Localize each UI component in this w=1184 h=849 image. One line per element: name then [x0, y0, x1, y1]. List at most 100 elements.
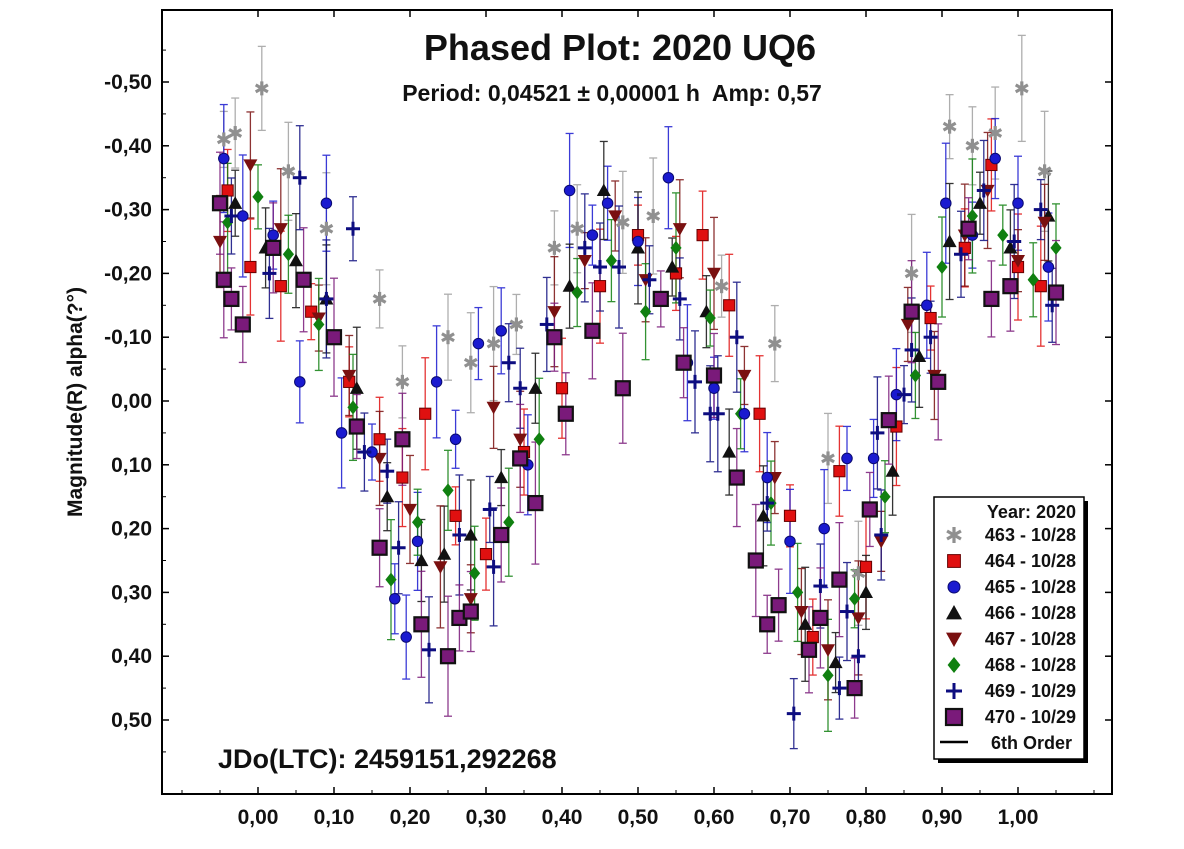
data-point: [412, 515, 424, 530]
data-point: [960, 220, 977, 237]
legend-marker: [946, 632, 962, 647]
asterisk-stroke: [570, 223, 585, 234]
data-point: [988, 126, 1003, 141]
data-point: [262, 266, 277, 281]
data-point: [430, 376, 443, 388]
data-point: [252, 189, 264, 204]
data-point: [503, 515, 515, 530]
data-point: [528, 381, 543, 394]
data-point: [696, 229, 709, 242]
data-point: [1002, 278, 1019, 295]
data-point: [282, 247, 294, 262]
legend-entry-label: 470 - 10/29: [985, 707, 1076, 727]
data-point: [512, 450, 529, 467]
y-tick-label: -0,20: [104, 262, 152, 285]
data-point: [940, 197, 952, 209]
asterisk-stroke: [942, 121, 957, 132]
asterisk-stroke: [767, 338, 782, 349]
data-point: [221, 184, 234, 197]
data-point: [612, 260, 626, 275]
data-point: [216, 132, 231, 147]
data-point: [761, 471, 773, 484]
data-point: [218, 152, 230, 165]
data-point: [395, 374, 410, 389]
data-point: [688, 374, 702, 389]
data-point: [1042, 261, 1055, 273]
data-point: [213, 235, 227, 249]
data-point: [615, 215, 630, 230]
asterisk-stroke: [547, 242, 562, 253]
data-point: [756, 508, 771, 522]
data-point: [422, 642, 436, 657]
data-point: [851, 612, 866, 625]
data-point: [244, 260, 257, 274]
data-point: [357, 445, 372, 460]
data-point: [707, 267, 721, 281]
data-point: [577, 255, 592, 268]
data-point: [513, 381, 528, 396]
data-point: [563, 184, 576, 197]
epoch-annotation: JDo(LTC): 2459151,292268: [218, 744, 557, 774]
x-tick-label: 0,00: [238, 806, 279, 829]
data-point: [319, 291, 334, 306]
data-point: [708, 382, 720, 394]
data-point: [441, 330, 455, 345]
data-point: [273, 223, 288, 236]
data-point: [966, 208, 978, 223]
data-point: [1014, 81, 1029, 96]
data-point: [904, 266, 919, 281]
data-point: [462, 603, 479, 620]
data-point: [335, 427, 348, 439]
data-point: [274, 280, 287, 293]
data-point: [792, 585, 804, 600]
data-point: [482, 502, 497, 517]
legend-marker: [947, 554, 961, 568]
data-point: [930, 373, 947, 390]
data-point: [646, 208, 661, 223]
data-point: [1011, 255, 1025, 268]
y-axis-label: Magnitude(R) alpha(?°): [64, 287, 87, 517]
data-point: [342, 369, 357, 383]
data-point: [870, 425, 885, 440]
data-point: [562, 279, 577, 292]
data-point: [557, 405, 574, 422]
y-tick-label: -0,40: [104, 135, 152, 158]
x-tick-label: 0,20: [390, 806, 431, 829]
data-point: [614, 380, 631, 397]
data-point: [452, 527, 467, 542]
data-point: [813, 579, 828, 594]
data-point: [449, 509, 462, 522]
x-tick-label: 0,70: [770, 806, 811, 829]
asterisk-stroke: [254, 83, 269, 94]
data-point: [396, 471, 409, 484]
data-point: [821, 644, 835, 657]
data-point: [851, 649, 866, 664]
data-point: [954, 247, 968, 262]
data-point: [632, 235, 644, 248]
data-point: [675, 354, 692, 371]
data-point: [665, 260, 680, 273]
asterisk-stroke: [216, 134, 231, 145]
x-tick-label: 0,90: [922, 806, 963, 829]
data-point: [662, 171, 675, 184]
legend-marker: [946, 527, 962, 543]
data-point: [380, 489, 395, 503]
data-point: [874, 527, 889, 542]
asterisk-stroke: [946, 529, 962, 541]
y-tick-label: 0,30: [111, 581, 152, 604]
data-point: [608, 210, 623, 223]
data-point: [800, 641, 818, 658]
data-point: [710, 406, 725, 421]
y-tick-label: 0,10: [111, 454, 152, 477]
y-tick-label: 0,20: [111, 518, 152, 541]
data-point: [403, 503, 417, 517]
data-point: [831, 571, 848, 588]
data-point: [784, 535, 796, 548]
data-point: [770, 597, 787, 614]
data-point: [486, 336, 501, 351]
data-point: [463, 527, 478, 541]
legend-marker: [946, 683, 962, 699]
x-tick-label: 0,80: [846, 806, 887, 829]
data-point: [880, 412, 897, 429]
